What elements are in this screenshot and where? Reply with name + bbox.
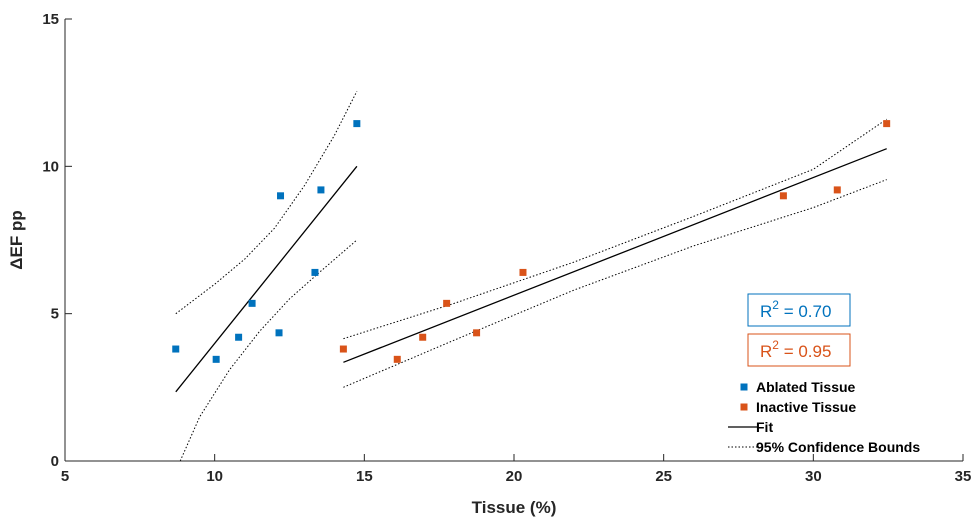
- x-tick-label: 15: [356, 468, 373, 485]
- x-tick-label: 20: [506, 468, 523, 485]
- data-point: [277, 192, 285, 200]
- r2-box-1: [747, 333, 851, 367]
- y-tick-label: 5: [51, 306, 59, 323]
- y-tick-label: 0: [51, 453, 59, 470]
- confidence-bound-upper-0: [175, 90, 358, 315]
- data-point: [833, 186, 841, 194]
- legend-label-0: Ablated Tissue: [756, 379, 856, 395]
- legend-label-1: Inactive Tissue: [756, 399, 856, 415]
- data-point: [393, 355, 401, 363]
- data-point: [311, 268, 319, 276]
- y-axis-title: ΔEF pp: [7, 210, 26, 269]
- data-point: [519, 268, 527, 276]
- data-point: [172, 345, 180, 353]
- r2-label-0: R2 = 0.70: [760, 298, 831, 321]
- x-tick-label: 30: [805, 468, 822, 485]
- data-point: [212, 355, 220, 363]
- x-tick-label: 10: [206, 468, 223, 485]
- y-tick-label: 15: [42, 11, 59, 28]
- legend-marker-1: [740, 403, 748, 411]
- data-point: [419, 333, 427, 341]
- legend-label-2: Fit: [756, 419, 773, 435]
- data-point: [779, 192, 787, 200]
- x-tick-label: 35: [955, 468, 971, 485]
- fit-line-0: [175, 165, 358, 393]
- fit-line-1: [343, 148, 887, 363]
- confidence-bound-lower-0: [179, 239, 358, 462]
- data-point: [443, 299, 451, 307]
- r2-label-1: R2 = 0.95: [760, 338, 831, 361]
- data-point: [339, 345, 347, 353]
- data-point: [353, 120, 361, 128]
- data-point: [235, 333, 243, 341]
- y-tick-label: 10: [42, 158, 59, 175]
- data-point: [473, 329, 481, 337]
- x-tick-label: 25: [655, 468, 672, 485]
- legend-label-3: 95% Confidence Bounds: [756, 439, 920, 455]
- data-point: [275, 329, 283, 337]
- x-tick-label: 5: [61, 468, 69, 485]
- data-point: [317, 186, 325, 194]
- data-point: [248, 299, 256, 307]
- x-axis-title: Tissue (%): [472, 498, 557, 517]
- r2-box-0: [747, 293, 851, 327]
- legend-marker-0: [740, 383, 748, 391]
- data-point: [883, 120, 891, 128]
